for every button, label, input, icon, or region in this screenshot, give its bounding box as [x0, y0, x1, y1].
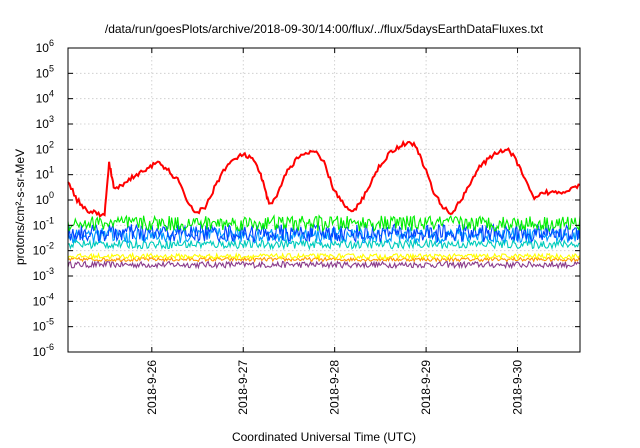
- flux-series: [67, 256, 581, 263]
- x-tick-label: 2018-9-27: [236, 360, 250, 415]
- flux-series: [67, 222, 581, 244]
- y-tick-label: 106: [36, 38, 54, 55]
- plot-frame: [67, 47, 581, 353]
- y-tick-label: 10-3: [33, 266, 54, 283]
- y-tick-label: 101: [36, 165, 54, 182]
- flux-series-red: [67, 139, 581, 218]
- chart-title: /data/run/goesPlots/archive/2018-09-30/1…: [104, 22, 544, 36]
- y-tick-label: 100: [36, 190, 54, 207]
- x-tick-label: 2018-9-29: [419, 360, 433, 415]
- flux-series: [67, 259, 581, 270]
- y-tick-label: 102: [36, 139, 54, 156]
- x-tick-label: 2018-9-26: [145, 360, 159, 415]
- y-tick-label: 10-1: [33, 215, 54, 232]
- series-layer: [67, 139, 581, 270]
- grid: [68, 48, 580, 352]
- y-tick-label: 10-6: [33, 342, 54, 359]
- axes: 10-6 10-5 10-4 10-3 10-2 10-1 100 101 102 103 104 1…: [33, 38, 581, 415]
- y-tick-label: 104: [36, 89, 54, 106]
- flux-series: [67, 237, 581, 251]
- y-tick-label: 103: [36, 114, 54, 131]
- y-tick-label: 10-2: [33, 241, 54, 258]
- y-tick-label: 105: [36, 63, 54, 80]
- flux-series: [67, 251, 581, 261]
- x-tick-label: 2018-9-28: [328, 360, 342, 415]
- y-axis-label: protons/cm²-s-sr-MeV: [13, 148, 28, 266]
- y-tick-label: 10-4: [33, 291, 54, 308]
- x-tick-label: 2018-9-30: [511, 360, 525, 415]
- x-axis-label: Coordinated Universal Time (UTC): [231, 430, 417, 444]
- y-tick-label: 10-5: [33, 317, 54, 334]
- flux-series: [67, 214, 581, 233]
